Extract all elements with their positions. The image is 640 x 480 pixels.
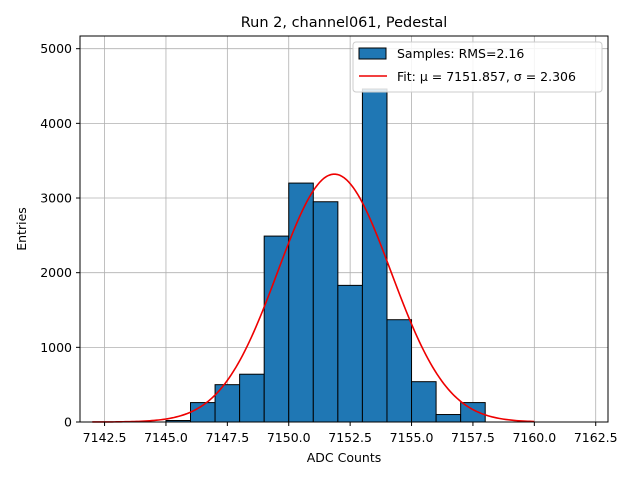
histogram-bar	[337, 284, 363, 423]
x-tick-label: 7152.5	[328, 430, 372, 445]
histogram-bar	[263, 235, 290, 423]
y-tick-label: 0	[64, 415, 72, 430]
legend-histogram-label: Samples: RMS=2.16	[397, 46, 524, 61]
legend-box	[352, 41, 603, 93]
x-tick-label: 7150.0	[267, 430, 311, 445]
y-tick-label: 2000	[40, 265, 72, 280]
y-tick-label: 3000	[40, 191, 72, 206]
histogram-bar	[435, 414, 462, 423]
x-tick-label: 7142.5	[83, 430, 127, 445]
histogram-bar	[361, 88, 388, 423]
x-axis-label: ADC Counts	[307, 450, 382, 465]
plot-frame	[79, 35, 609, 423]
y-tick-label: 4000	[40, 116, 72, 131]
x-axis-ticks: 7142.5 7145.0 7147.5 7150.0 7152.5 7155.0 7157…	[83, 422, 618, 445]
y-axis-ticks: 0 1000 2000 3000 4000 5000	[40, 41, 80, 430]
x-tick-label: 7155.0	[390, 430, 434, 445]
x-tick-label: 7147.5	[205, 430, 249, 445]
y-tick-label: 5000	[40, 41, 72, 56]
histogram-bars	[165, 88, 486, 423]
x-tick-label: 7157.5	[451, 430, 495, 445]
grid-lines	[80, 36, 608, 423]
histogram-bar	[386, 319, 413, 423]
chart-title: Run 2, channel061, Pedestal	[241, 15, 448, 31]
histogram-bar	[239, 373, 265, 423]
histogram-bar	[288, 182, 314, 423]
histogram-bar	[460, 402, 486, 423]
histogram-bar	[411, 381, 437, 423]
y-axis-label: Entries	[14, 207, 29, 251]
x-tick-label: 7145.0	[144, 430, 188, 445]
x-tick-label: 7162.5	[574, 430, 618, 445]
legend-histogram-swatch	[358, 47, 387, 60]
fit-curve	[92, 173, 535, 423]
histogram-bar	[312, 201, 339, 423]
x-tick-label: 7160.0	[512, 430, 556, 445]
legend: Samples: RMS=2.16 Fit: μ = 7151.857, σ =…	[352, 41, 603, 93]
legend-fit-label: Fit: μ = 7151.857, σ = 2.306	[397, 69, 576, 84]
y-tick-label: 1000	[40, 340, 72, 355]
